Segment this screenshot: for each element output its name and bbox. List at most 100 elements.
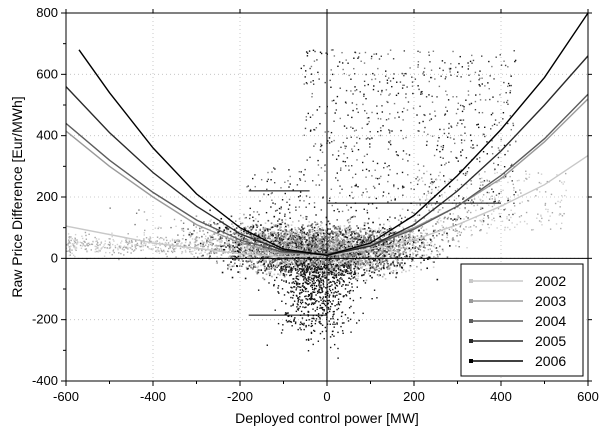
scatter-point <box>298 228 301 230</box>
scatter-point <box>467 199 470 202</box>
scatter-point <box>396 250 398 253</box>
scatter-point <box>321 242 324 244</box>
scatter-point <box>319 246 321 248</box>
scatter-point <box>449 185 451 188</box>
scatter-point <box>347 221 350 224</box>
scatter-point <box>347 62 349 64</box>
scatter-point <box>405 270 407 273</box>
scatter-point <box>449 137 452 139</box>
scatter-point <box>367 239 370 241</box>
scatter-point <box>421 238 424 241</box>
scatter-point <box>399 214 402 217</box>
scatter-point <box>290 230 293 232</box>
scatter-point <box>238 244 241 247</box>
scatter-point <box>269 256 272 258</box>
scatter-point <box>287 224 290 227</box>
scatter-point <box>463 228 466 231</box>
scatter-point <box>366 263 369 266</box>
scatter-point <box>352 237 354 239</box>
scatter-point <box>395 259 398 262</box>
scatter-point <box>309 229 311 231</box>
scatter-point <box>357 227 360 229</box>
scatter-point <box>425 239 427 241</box>
scatter-point <box>364 233 367 235</box>
scatter-point <box>378 183 380 185</box>
scatter-point <box>412 254 414 256</box>
scatter-point <box>243 232 246 235</box>
scatter-point <box>401 72 403 75</box>
scatter-point <box>366 247 368 250</box>
scatter-point <box>302 247 304 250</box>
scatter-point <box>334 262 337 265</box>
scatter-point <box>435 234 438 237</box>
scatter-point <box>378 227 380 230</box>
scatter-point <box>352 127 354 130</box>
scatter-point <box>340 167 342 169</box>
scatter-point <box>216 246 218 248</box>
scatter-point <box>296 267 298 270</box>
scatter-point <box>458 62 460 65</box>
scatter-point <box>312 245 315 248</box>
scatter-point <box>365 241 368 244</box>
scatter-point <box>289 242 292 244</box>
scatter-point <box>387 262 389 265</box>
scatter-point <box>261 251 263 253</box>
scatter-point <box>396 261 399 263</box>
scatter-point <box>319 265 322 267</box>
scatter-point <box>363 269 365 271</box>
scatter-point <box>264 269 266 272</box>
scatter-point <box>392 260 395 262</box>
scatter-point <box>232 249 234 251</box>
scatter-point <box>362 103 364 106</box>
scatter-point <box>345 269 348 271</box>
scatter-point <box>401 185 404 187</box>
scatter-point <box>213 252 216 255</box>
scatter-point <box>372 88 375 91</box>
scatter-point <box>274 268 276 271</box>
scatter-point <box>359 263 362 265</box>
scatter-point <box>405 136 407 139</box>
scatter-point <box>293 258 296 261</box>
scatter-point <box>241 265 243 268</box>
scatter-point <box>460 142 463 144</box>
scatter-point <box>311 266 314 269</box>
scatter-point <box>238 243 241 245</box>
scatter-point <box>458 240 460 243</box>
scatter-point <box>338 266 341 269</box>
scatter-point <box>320 241 323 244</box>
scatter-point <box>405 235 408 237</box>
scatter-point <box>326 250 329 252</box>
scatter-point <box>308 232 311 235</box>
scatter-point <box>281 262 283 265</box>
scatter-point <box>314 235 316 237</box>
scatter-point <box>467 94 470 96</box>
scatter-point <box>369 262 372 264</box>
scatter-point <box>328 242 331 245</box>
scatter-point <box>400 217 403 220</box>
scatter-point <box>367 83 369 86</box>
scatter-point <box>387 245 390 248</box>
scatter-point <box>469 60 472 63</box>
scatter-point <box>417 66 419 68</box>
scatter-point <box>181 242 183 244</box>
scatter-point <box>401 230 404 233</box>
scatter-point <box>270 226 273 229</box>
scatter-point <box>358 234 361 237</box>
scatter-point <box>309 247 311 249</box>
scatter-point <box>310 241 313 244</box>
scatter-point <box>353 230 356 232</box>
scatter-point <box>451 238 453 240</box>
scatter-point <box>338 265 340 268</box>
scatter-point <box>396 81 398 83</box>
scatter-point <box>257 220 259 223</box>
scatter-point <box>288 198 291 201</box>
scatter-point <box>304 168 306 171</box>
scatter-point <box>288 230 290 233</box>
scatter-point <box>243 227 246 229</box>
scatter-point <box>299 275 301 278</box>
scatter-point <box>353 252 355 255</box>
scatter-point <box>399 254 401 256</box>
scatter-point <box>388 233 391 236</box>
scatter-point <box>372 253 375 256</box>
scatter-point <box>332 271 335 274</box>
